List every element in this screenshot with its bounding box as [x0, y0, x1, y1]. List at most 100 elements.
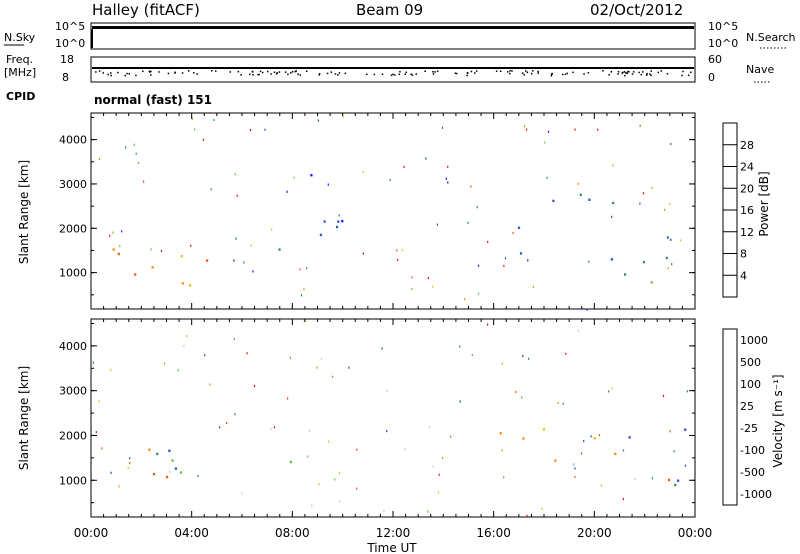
range-gate-cell [471, 353, 473, 357]
range-gate-cell [501, 449, 503, 452]
range-gate-cell [306, 455, 309, 458]
range-gate-cell [450, 435, 452, 438]
range-gate-cell [610, 258, 613, 261]
range-gate-cell [464, 298, 466, 301]
range-gate-cell [117, 252, 120, 256]
range-gate-cell [125, 146, 127, 149]
range-gate-cell [253, 384, 256, 388]
nave-dot [682, 70, 684, 73]
range-gate-cell [628, 436, 631, 439]
range-gate-cell [577, 182, 579, 185]
velocity-panel: 1000 2000 3000 4000 00:00 04:00 08:00 12:00 16:… [17, 318, 713, 554]
nave-dot [642, 71, 644, 73]
range-gate-cell [334, 478, 336, 481]
nave-dot [305, 70, 308, 72]
range-gate-cell [249, 128, 252, 132]
range-gate-cell [427, 277, 429, 280]
range-gate-cell [95, 431, 97, 434]
nave-dot [258, 73, 260, 76]
range-gate-cell [348, 366, 350, 369]
range-gate-cell [552, 199, 555, 203]
range-gate-cell [336, 225, 339, 229]
nave-dot [334, 73, 337, 75]
range-gate-cell [110, 471, 112, 474]
cpid-value: normal (fast) 151 [94, 93, 212, 107]
range-gate-cell [134, 273, 137, 276]
nave-dot [398, 73, 400, 76]
nsky-bottom-tick: 10^0 [55, 37, 85, 50]
range-gate-cell [179, 471, 183, 474]
nave-dot [95, 71, 97, 73]
nave-dot [249, 73, 251, 76]
nave-dot [270, 73, 272, 75]
nave-dot [193, 72, 195, 74]
range-gate-cell [404, 448, 406, 451]
freq-top-tick: 18 [60, 53, 74, 66]
range-gate-cell [191, 117, 193, 120]
nave-dot [550, 74, 553, 77]
nave-dot [110, 72, 112, 74]
range-gate-cell [519, 252, 523, 255]
range-gate-cell [233, 337, 235, 341]
range-gate-cell [241, 492, 243, 495]
nave-dot [467, 72, 469, 74]
nave-dot [522, 72, 524, 74]
range-gate-cell [319, 233, 322, 237]
power-colorbar-label: Power [dB] [757, 171, 771, 236]
range-gate-cell [197, 474, 199, 478]
x-tick-label: 00:00 [678, 526, 713, 540]
range-gate-cell [177, 369, 179, 372]
range-gate-cell [317, 119, 319, 122]
colorbar-tick-label: 20 [740, 182, 754, 195]
range-gate-cell [121, 230, 123, 233]
range-gate-cell [383, 510, 385, 513]
nave-dot [564, 73, 567, 76]
range-gate-cell [477, 292, 480, 295]
nave-dot [640, 73, 642, 76]
nave-dot [587, 72, 590, 74]
nsky-top-tick: 10^5 [55, 20, 85, 33]
velocity-data [92, 320, 688, 517]
nave-dot [509, 70, 511, 72]
range-gate-cell [202, 138, 205, 141]
nave-dot [110, 74, 112, 77]
range-gate-cell [338, 214, 340, 217]
range-gate-cell [150, 248, 152, 251]
velocity-colorbar-label: Velocity [m s⁻¹] [771, 374, 785, 467]
nave-dot [273, 71, 276, 73]
range-gate-cell [316, 366, 318, 369]
nave-dot [107, 73, 109, 76]
nave-dot [526, 71, 529, 74]
nave-dot [126, 72, 128, 75]
colorbar-tick-label: 4 [740, 269, 747, 282]
nave-dot [276, 72, 278, 74]
range-gate-cell [278, 248, 281, 251]
range-gate-cell [470, 185, 472, 188]
range-gate-cell [327, 183, 329, 186]
nave-dot [211, 70, 213, 72]
range-gate-cell [318, 483, 320, 486]
nave-dot [499, 70, 502, 72]
range-gate-cell [362, 252, 364, 255]
range-gate-cell [476, 206, 478, 209]
nave-dot [645, 74, 648, 76]
range-gate-cell [670, 238, 672, 241]
nave-dot [150, 70, 152, 73]
range-gate-cell [542, 428, 545, 431]
range-gate-cell [119, 245, 121, 248]
nave-dot [660, 70, 663, 72]
nave-dot [424, 70, 426, 72]
range-gate-cell [338, 500, 341, 503]
nave-dot [337, 74, 339, 76]
nave-dot [181, 72, 184, 74]
range-gate-cell [565, 352, 567, 355]
range-gate-cell [611, 215, 613, 218]
range-gate-cell [684, 464, 687, 467]
colorbar-tick-label: 1000 [740, 334, 768, 347]
range-gate-cell [389, 178, 391, 182]
range-gate-cell [411, 287, 413, 290]
freq-bottom-tick: 8 [62, 71, 69, 84]
nave-dot [229, 71, 231, 73]
range-gate-cell [148, 448, 151, 451]
